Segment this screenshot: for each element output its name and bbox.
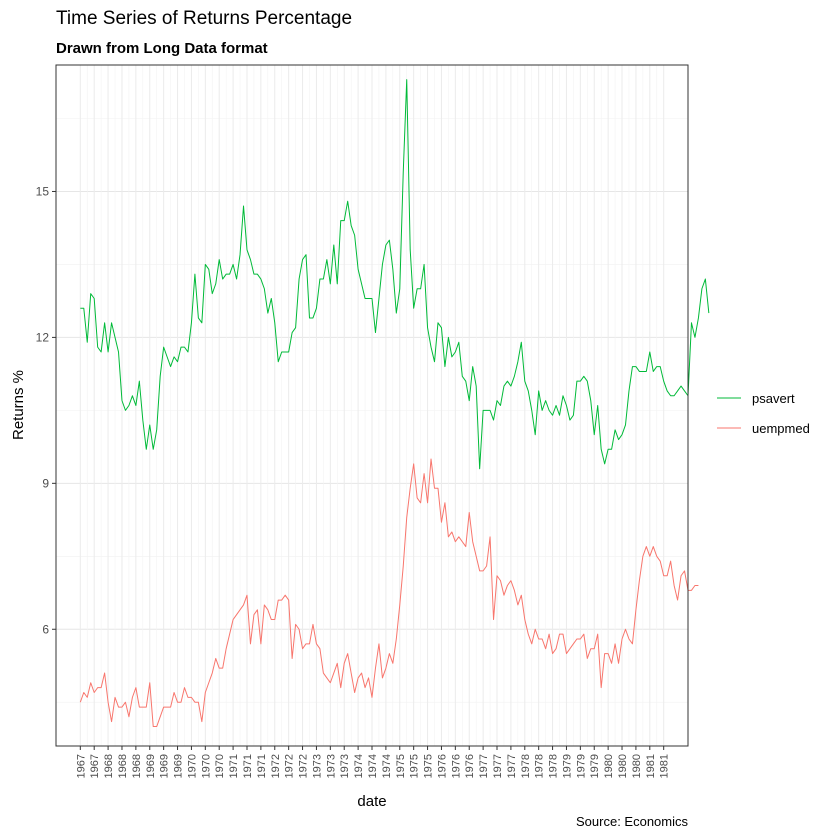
x-tick-label-35: 1979 [561, 754, 573, 778]
x-tick-label-29: 1977 [478, 754, 490, 778]
x-tick-label-28: 1976 [464, 754, 476, 778]
x-tick-label-13: 1971 [256, 754, 268, 778]
x-tick-label-18: 1973 [325, 754, 337, 778]
x-tick-label-42: 1981 [659, 754, 671, 778]
x-tick-label-24: 1975 [409, 754, 421, 778]
x-tick-label-1: 1967 [89, 754, 101, 778]
chart-title: Time Series of Returns Percentage [56, 8, 353, 29]
x-tick-label-10: 1970 [214, 754, 226, 778]
x-axis-label: date [357, 793, 386, 810]
x-tick-label-38: 1980 [603, 754, 615, 778]
x-tick-label-5: 1969 [145, 754, 157, 778]
x-tick-label-39: 1980 [617, 754, 629, 778]
x-tick-label-31: 1977 [506, 754, 518, 778]
chart-caption: Source: Economics [576, 814, 688, 829]
x-tick-label-14: 1972 [270, 754, 282, 778]
x-tick-label-19: 1973 [339, 754, 351, 778]
x-tick-label-21: 1974 [367, 754, 379, 778]
y-tick-layer: 6 9 12 15 [36, 184, 56, 636]
x-tick-label-12: 1971 [242, 754, 254, 778]
legend-label-uempmed: uempmed [752, 421, 810, 436]
y-tick-label-15: 15 [36, 184, 50, 198]
y-tick-label-9: 9 [42, 476, 49, 490]
x-tick-label-34: 1978 [548, 754, 560, 778]
x-tick-label-41: 1981 [645, 754, 657, 778]
x-tick-label-16: 1972 [298, 754, 310, 778]
x-tick-label-30: 1977 [492, 754, 504, 778]
x-tick-label-36: 1979 [575, 754, 587, 778]
legend-label-psavert: psavert [752, 391, 795, 406]
x-tick-label-15: 1972 [284, 754, 296, 778]
x-tick-label-9: 1970 [200, 754, 212, 778]
x-tick-label-20: 1974 [353, 754, 365, 778]
series-line-psavert [80, 79, 710, 470]
x-tick-label-3: 1968 [117, 754, 129, 778]
legend: psavert uempmed [717, 391, 810, 436]
x-tick-label-8: 1970 [186, 754, 198, 778]
x-tick-label-23: 1975 [395, 754, 407, 778]
x-tick-label-4: 1968 [131, 754, 143, 778]
y-tick-label-12: 12 [36, 330, 50, 344]
series-line-uempmed [79, 458, 699, 728]
x-tick-label-33: 1978 [534, 754, 546, 778]
x-tick-label-2: 1968 [103, 754, 115, 778]
x-tick-label-26: 1976 [436, 754, 448, 778]
x-tick-label-25: 1975 [423, 754, 435, 778]
y-tick-label-6: 6 [42, 622, 49, 636]
x-tick-label-11: 1971 [228, 754, 240, 778]
x-tick-label-0: 1967 [75, 754, 87, 778]
x-tick-label-32: 1978 [520, 754, 532, 778]
x-tick-label-27: 1976 [450, 754, 462, 778]
x-tick-label-37: 1979 [589, 754, 601, 778]
x-tick-label-22: 1974 [381, 754, 393, 778]
chart-subtitle: Drawn from Long Data format [56, 40, 268, 57]
x-tick-label-17: 1973 [311, 754, 323, 778]
x-tick-label-6: 1969 [159, 754, 171, 778]
x-tick-label-7: 1969 [173, 754, 185, 778]
x-tick-label-40: 1980 [631, 754, 643, 778]
series-layer [79, 79, 710, 728]
x-tick-layer: 1967 1967 1968 1968 1968 1969 1969 1969 1970 1970… [75, 746, 671, 778]
y-axis-label: Returns % [10, 370, 27, 440]
